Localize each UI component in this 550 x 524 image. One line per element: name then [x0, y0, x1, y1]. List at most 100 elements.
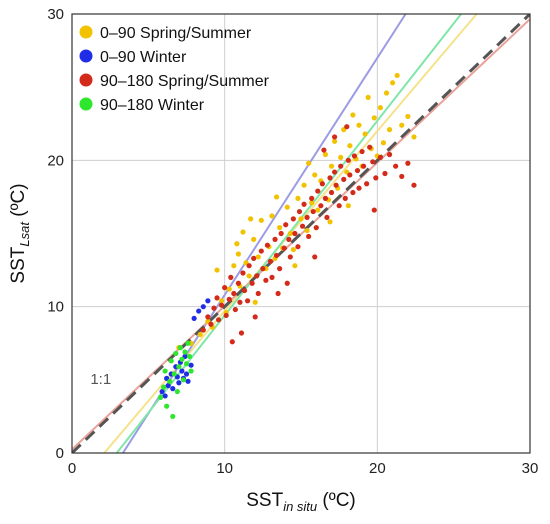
point-series-3	[183, 361, 190, 367]
point-series-2	[241, 287, 248, 294]
point-series-0	[405, 113, 411, 120]
point-series-2	[277, 266, 283, 272]
point-series-0	[246, 273, 252, 279]
point-series-2	[373, 175, 379, 181]
point-series-0	[290, 246, 296, 253]
point-series-0	[383, 90, 390, 96]
point-series-2	[281, 245, 287, 251]
point-series-3	[171, 371, 177, 377]
point-series-1	[159, 388, 165, 395]
x-axis-title-sub: in situ	[283, 499, 317, 514]
point-series-0	[235, 251, 242, 257]
point-series-2	[321, 147, 327, 153]
y-tick-label: 30	[47, 6, 64, 23]
point-series-2	[341, 176, 347, 182]
x-tick-label: 10	[216, 460, 233, 477]
identity-line-label: 1:1	[90, 371, 111, 388]
point-series-3	[182, 349, 188, 355]
point-series-2	[244, 298, 251, 304]
point-series-2	[255, 290, 261, 297]
point-series-0	[328, 163, 335, 169]
point-series-2	[382, 170, 388, 177]
legend-marker-3	[79, 97, 93, 111]
point-series-2	[309, 195, 315, 201]
point-series-2	[263, 277, 269, 283]
plot-frame	[71, 13, 531, 454]
point-series-0	[331, 138, 338, 144]
point-series-3	[188, 368, 194, 374]
point-series-0	[309, 200, 315, 206]
point-series-1	[191, 315, 197, 321]
x-axis-title: SSTin situ (ºC)	[246, 490, 356, 514]
point-series-2	[260, 266, 266, 272]
x-tick-label: 30	[522, 460, 539, 477]
svg-text:SSTLsat (ºC): SSTLsat (ºC)	[8, 183, 32, 283]
point-series-3	[170, 413, 176, 420]
point-series-0	[248, 216, 254, 222]
point-series-1	[183, 371, 190, 377]
point-series-0	[371, 115, 377, 121]
point-series-2	[386, 151, 393, 158]
point-series-0	[322, 151, 329, 158]
legend-marker-1	[79, 49, 93, 63]
point-series-0	[251, 236, 257, 242]
legend-label-0: 0–90 Spring/Summer	[100, 25, 252, 42]
point-series-0	[301, 182, 307, 188]
point-series-0	[306, 160, 312, 166]
point-series-2	[356, 185, 362, 191]
point-series-1	[165, 383, 171, 389]
point-series-2	[249, 280, 255, 286]
point-series-3	[167, 378, 173, 384]
point-series-0	[197, 331, 203, 338]
point-series-3	[161, 384, 167, 390]
tick-labels: 0 10 20 30 0 10 20 30	[47, 6, 538, 477]
point-series-2	[295, 244, 301, 250]
point-series-3	[162, 368, 168, 374]
point-series-2	[208, 321, 214, 327]
point-series-2	[322, 195, 329, 201]
y-tick-label: 0	[56, 445, 64, 462]
point-series-0	[377, 105, 383, 111]
point-series-2	[222, 285, 228, 291]
point-series-0	[252, 299, 258, 305]
point-series-2	[246, 263, 252, 269]
point-series-2	[252, 314, 258, 320]
point-series-0	[295, 195, 301, 201]
point-series-2	[377, 154, 383, 161]
point-series-2	[301, 201, 307, 207]
point-series-2	[360, 163, 367, 169]
point-series-2	[351, 153, 358, 159]
point-series-2	[319, 181, 325, 187]
point-series-3	[168, 358, 174, 364]
point-series-1	[205, 298, 211, 304]
y-axis-title-sub: Lsat	[17, 221, 32, 247]
data-points	[157, 72, 417, 420]
point-series-2	[240, 270, 246, 276]
point-series-2	[272, 236, 278, 242]
point-series-0	[284, 204, 290, 210]
point-series-1	[170, 386, 176, 392]
fit-line-2	[72, 18, 530, 451]
point-series-3	[180, 377, 187, 383]
point-series-0	[214, 267, 220, 273]
point-series-3	[186, 353, 193, 360]
point-series-2	[347, 172, 353, 178]
point-series-2	[312, 254, 318, 260]
point-series-0	[390, 80, 396, 86]
point-series-2	[251, 255, 257, 261]
point-series-2	[238, 330, 245, 336]
point-series-2	[235, 280, 242, 286]
point-series-3	[164, 403, 170, 409]
point-series-0	[380, 140, 387, 146]
point-series-2	[344, 124, 350, 130]
y-axis-title: SSTLsat (ºC)	[8, 183, 32, 283]
point-series-2	[211, 305, 217, 311]
point-series-2	[350, 189, 356, 196]
point-series-2	[371, 207, 377, 213]
point-series-0	[345, 203, 351, 209]
point-series-3	[185, 340, 191, 346]
point-series-2	[273, 252, 280, 259]
point-series-2	[264, 242, 271, 248]
point-series-3	[176, 364, 182, 370]
